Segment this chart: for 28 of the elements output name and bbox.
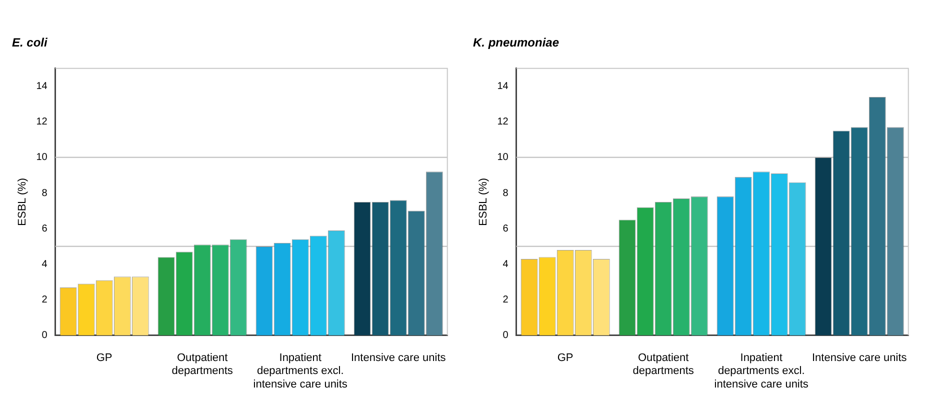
y-tick-label: 6 [502,223,509,234]
y-tick-label: 10 [36,152,48,164]
y-tick-label: 14 [36,80,48,92]
y-tick-label: 0 [42,330,48,342]
y-tick-label: 4 [42,258,48,270]
y-tick-label: 6 [42,223,48,234]
x-tick-label: GP [96,352,112,364]
x-tick-label: GP [557,352,574,364]
x-tick-label: Inpatient departments excl. intensive care units [714,352,809,390]
y-tick-label: 14 [497,80,509,92]
y-tick-label: 8 [502,188,509,199]
y-axis-title: ESBL (%) [16,178,29,226]
y-tick-label: 0 [502,330,509,342]
y-tick-label: 12 [36,116,48,128]
x-tick-label: Intensive care units [812,352,908,364]
y-axis-title: ESBL (%) [478,178,490,226]
y-tick-label: 12 [497,116,509,128]
chart-title: K. pneumoniae [473,36,560,50]
x-tick-label: Inpatient departments excl. intensive care units [253,352,348,390]
y-tick-label: 2 [42,294,48,306]
y-tick-label: 2 [502,294,509,306]
y-tick-label: 4 [502,258,509,270]
x-tick-label: Outpatient departments [172,352,234,378]
chart-title: E. coli [12,36,48,50]
x-tick-label: Outpatient departments [632,352,694,378]
y-tick-label: 10 [497,152,509,164]
y-tick-label: 8 [42,188,48,199]
x-tick-label: Intensive care units [350,352,446,364]
